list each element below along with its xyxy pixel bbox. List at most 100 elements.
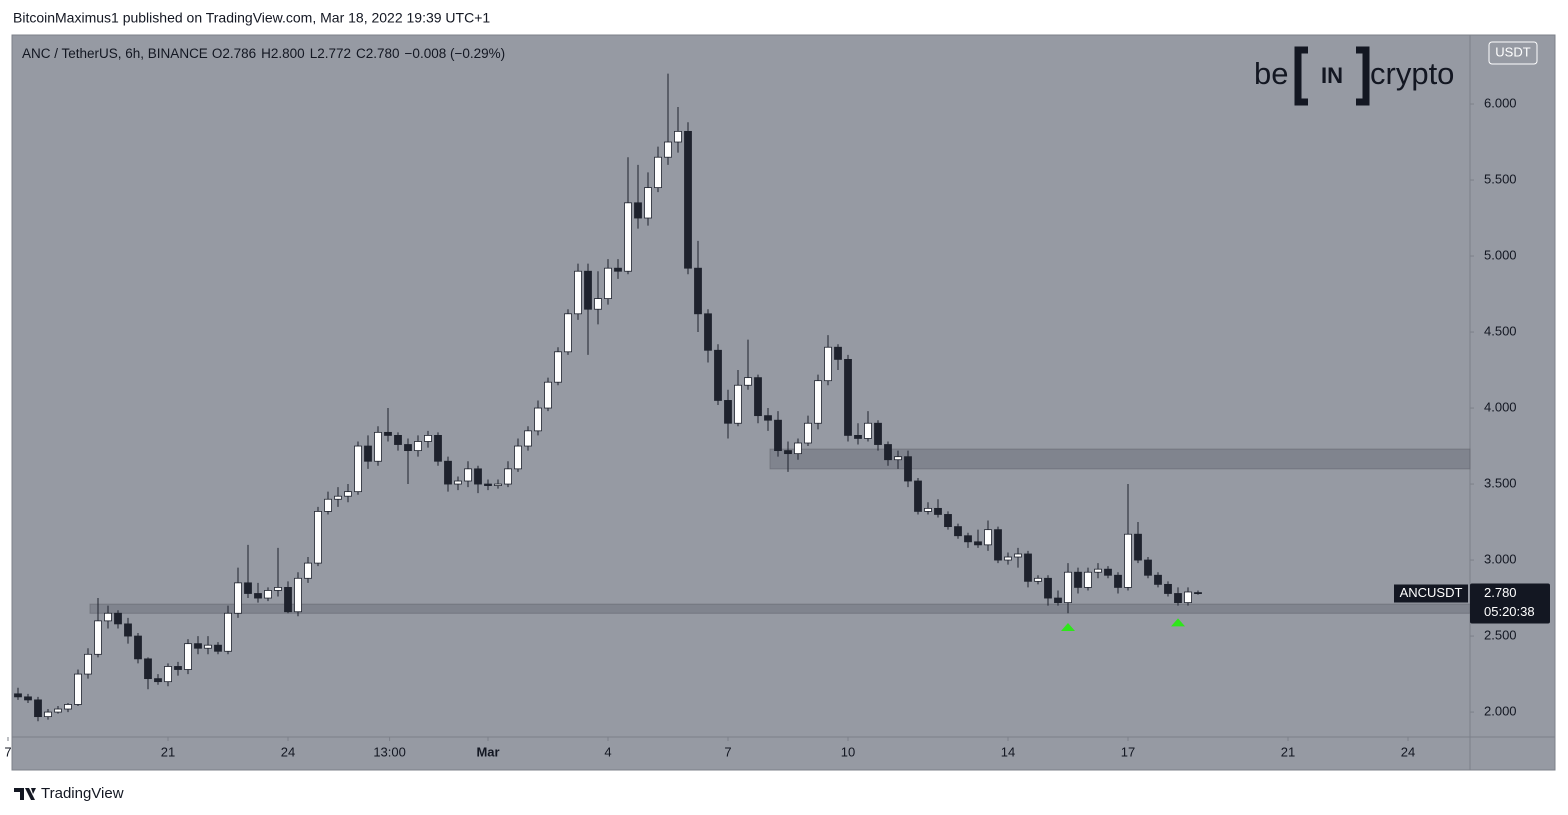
candle-body bbox=[484, 483, 492, 486]
x-tick-label: 21 bbox=[1281, 744, 1295, 759]
chart-title: ANC / TetherUS, 6h, BINANCE O2.786 H2.800 L… bbox=[22, 46, 505, 61]
candle-body bbox=[314, 511, 322, 564]
candle-body bbox=[304, 562, 312, 579]
candle-body bbox=[804, 422, 812, 444]
symbol-tag bbox=[1394, 584, 1468, 603]
signal-marker bbox=[1061, 622, 1075, 631]
plot-area bbox=[14, 73, 1471, 722]
y-tick-label: 2.000 bbox=[1484, 704, 1517, 719]
candle-body bbox=[674, 130, 682, 143]
tradingview-logo bbox=[14, 788, 36, 800]
ohlc-value: 2.786 bbox=[222, 46, 256, 61]
y-tick-label: 5.000 bbox=[1484, 247, 1517, 262]
candle-body bbox=[1024, 553, 1032, 582]
logo-text: crypto bbox=[1370, 56, 1454, 91]
candle-body bbox=[874, 422, 882, 445]
currency-label[interactable]: USDT bbox=[1495, 44, 1530, 59]
candle-body bbox=[64, 704, 72, 710]
candle-body bbox=[934, 507, 942, 515]
candle-body bbox=[534, 407, 542, 432]
candle-body bbox=[704, 313, 712, 351]
candle-body bbox=[664, 141, 672, 158]
candle-body bbox=[774, 419, 782, 452]
candle-body bbox=[1014, 553, 1022, 558]
candle-body bbox=[1164, 583, 1172, 594]
x-tick-label: 17 bbox=[1121, 744, 1135, 759]
x-tick-label: 7 bbox=[4, 744, 11, 759]
candle-body bbox=[144, 658, 152, 680]
chart-frame bbox=[11, 34, 1556, 771]
candle-body bbox=[1034, 577, 1042, 582]
candle-body bbox=[184, 643, 192, 670]
y-tick-label: 3.000 bbox=[1484, 551, 1517, 566]
candle-body bbox=[464, 468, 472, 482]
x-tick-label: 24 bbox=[1401, 744, 1415, 759]
candle-body bbox=[794, 442, 802, 455]
candle-body bbox=[564, 313, 572, 353]
candle-body bbox=[844, 358, 852, 436]
y-tick-label: 2.500 bbox=[1484, 628, 1517, 643]
symbol-tag-label: ANCUSDT bbox=[1400, 585, 1463, 600]
candle-body bbox=[1004, 556, 1012, 561]
candle-body bbox=[94, 620, 102, 655]
candle-body bbox=[924, 507, 932, 512]
candle-body bbox=[744, 377, 752, 386]
candle-body bbox=[864, 422, 872, 439]
y-tick-label: 5.500 bbox=[1484, 171, 1517, 186]
candle-body bbox=[694, 267, 702, 315]
symbol-info: ANC / TetherUS, 6h, BINANCE bbox=[22, 46, 208, 61]
candle-body bbox=[1144, 559, 1152, 576]
y-tick-label: 4.500 bbox=[1484, 323, 1517, 338]
candle-body bbox=[214, 644, 222, 652]
candle-body bbox=[414, 441, 422, 452]
logo-text: IN bbox=[1321, 63, 1343, 88]
candle-body bbox=[614, 267, 622, 272]
candle-body bbox=[1174, 593, 1182, 604]
candle-body bbox=[434, 435, 442, 462]
candle-body bbox=[624, 202, 632, 272]
x-tick-label: 4 bbox=[604, 744, 611, 759]
candle-body bbox=[824, 346, 832, 382]
price-tag bbox=[1470, 583, 1550, 624]
candle-body bbox=[654, 156, 662, 189]
x-tick-label: 21 bbox=[161, 744, 175, 759]
candle-body bbox=[894, 456, 902, 461]
ohlc-value: 2.772 bbox=[317, 46, 351, 61]
price-tag-label: 2.780 bbox=[1484, 585, 1517, 600]
candle-body bbox=[784, 450, 792, 455]
ohlc-key: H bbox=[261, 46, 271, 61]
candle-body bbox=[324, 498, 332, 512]
currency-button[interactable] bbox=[1488, 41, 1538, 65]
candle-body bbox=[1134, 533, 1142, 561]
x-tick-label: 24 bbox=[281, 744, 295, 759]
footer-brand: TradingView bbox=[41, 785, 124, 802]
candle-body bbox=[514, 445, 522, 470]
candle-body bbox=[444, 460, 452, 485]
logo: be IN crypto bbox=[1254, 46, 1454, 106]
x-tick-label: 14 bbox=[1001, 744, 1015, 759]
candle-body bbox=[684, 130, 692, 269]
ohlc-key: O bbox=[212, 46, 223, 61]
candle-body bbox=[344, 491, 352, 497]
candle-body bbox=[944, 514, 952, 528]
candle-body bbox=[554, 351, 562, 383]
candle-body bbox=[904, 456, 912, 482]
candle-body bbox=[134, 635, 142, 660]
candle-body bbox=[1124, 533, 1132, 588]
publisher: BitcoinMaximus1 published on TradingView… bbox=[13, 10, 490, 26]
candle-body bbox=[954, 526, 962, 537]
candle-body bbox=[394, 435, 402, 445]
candle-body bbox=[584, 270, 592, 310]
y-tick-label: 3.500 bbox=[1484, 475, 1517, 490]
candle-body bbox=[424, 435, 432, 442]
candle-body bbox=[124, 623, 132, 637]
candle-body bbox=[604, 267, 612, 299]
footer: TradingView bbox=[14, 785, 124, 802]
candle-body bbox=[244, 582, 252, 594]
candle-body bbox=[104, 612, 112, 622]
candle-body bbox=[544, 381, 552, 409]
x-tick-label: Mar bbox=[476, 744, 499, 759]
signal-marker bbox=[1171, 618, 1185, 627]
candle-body bbox=[854, 435, 862, 439]
